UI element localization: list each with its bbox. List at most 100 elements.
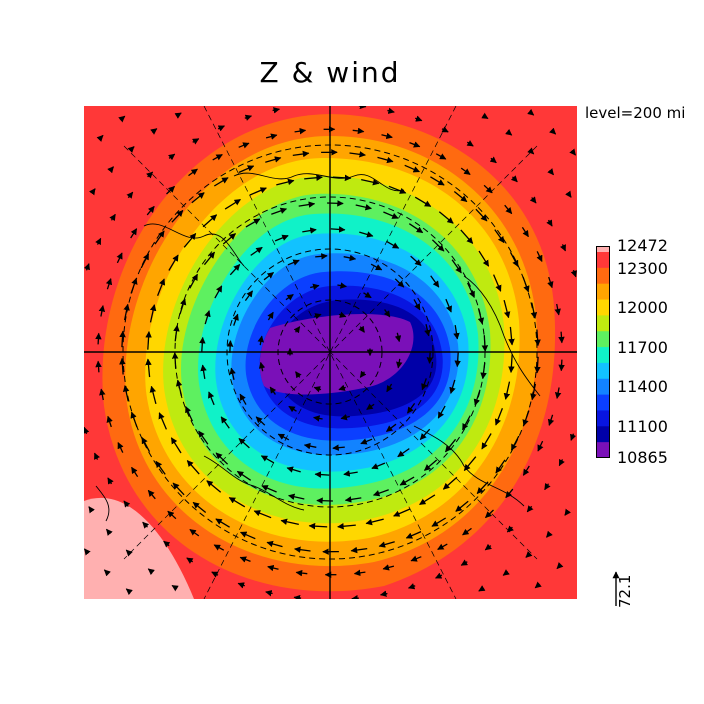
colorbar-cell	[596, 347, 610, 364]
wind-vector	[244, 114, 253, 121]
wind-vector	[107, 477, 114, 485]
wind-vector	[337, 282, 347, 289]
wind-vector	[365, 518, 384, 526]
wind-vector	[534, 581, 542, 589]
wind-vector	[360, 438, 373, 445]
wind-vector	[149, 304, 157, 323]
wind-vector	[351, 594, 359, 599]
wind-vector	[426, 351, 434, 364]
wind-vector	[106, 415, 113, 428]
wind-vector	[98, 305, 106, 317]
colorbar-label: 10865	[617, 448, 668, 467]
wind-vector	[413, 299, 421, 311]
wind-vector	[565, 190, 572, 198]
wind-vector	[267, 564, 279, 572]
wind-vector	[386, 383, 393, 393]
wind-vector	[537, 440, 544, 452]
wind-vector	[358, 106, 367, 110]
coastlines	[95, 172, 541, 522]
vector-scale-label: 72.1	[616, 574, 634, 608]
wind-vector	[220, 416, 230, 429]
wind-vector	[387, 107, 395, 114]
wind-vector	[200, 364, 207, 380]
colorbar-label: 11100	[617, 417, 668, 436]
wind-vector	[481, 112, 489, 120]
wind-vector	[294, 546, 311, 553]
wind-vector	[570, 433, 577, 441]
wind-vector	[534, 329, 541, 347]
wind-vector	[295, 371, 302, 379]
wind-vector	[89, 188, 96, 196]
wind-vector	[424, 459, 438, 471]
wind-vector	[249, 187, 267, 196]
wind-vector	[213, 544, 225, 551]
colorbar-cell	[596, 252, 610, 269]
wind-vector	[460, 559, 468, 566]
wind-vector	[359, 370, 367, 378]
wind-vector	[298, 201, 316, 208]
wind-vector	[366, 403, 375, 411]
wind-vector	[84, 426, 90, 435]
wind-vector	[116, 252, 123, 264]
wind-vector	[232, 313, 239, 326]
wind-vector	[505, 128, 513, 136]
wind-vector	[344, 496, 362, 503]
wind-vector	[188, 168, 198, 177]
wind-vector	[407, 583, 416, 590]
wind-vector	[503, 299, 511, 319]
contour-light-pink	[84, 497, 194, 599]
wind-vector	[377, 156, 394, 164]
wind-vector	[396, 358, 403, 369]
wind-vector	[95, 360, 102, 373]
wind-vector	[349, 151, 366, 158]
wind-vector	[493, 274, 502, 292]
wind-vector	[186, 460, 200, 475]
wind-vector	[481, 433, 492, 450]
wind-vector	[147, 489, 156, 500]
colorbar-label: 11400	[617, 377, 668, 396]
wind-vector	[288, 405, 297, 413]
wind-vector	[109, 213, 116, 222]
wind-vector	[149, 385, 157, 405]
wind-vector	[438, 211, 454, 224]
wind-vector	[183, 233, 197, 248]
wind-vector	[276, 178, 295, 186]
wind-vector	[394, 278, 405, 288]
wind-vector	[172, 482, 185, 496]
wind-vector	[163, 540, 171, 548]
wind-vector	[145, 331, 152, 350]
wind-vector	[150, 128, 158, 135]
wind-vector	[383, 309, 391, 318]
wind-vector	[421, 378, 428, 391]
wind-vector	[168, 153, 176, 161]
wind-vector	[265, 590, 273, 597]
wind-vector	[174, 112, 182, 119]
wind-vector	[466, 140, 474, 147]
wind-vector	[125, 588, 133, 596]
wind-vector	[414, 115, 423, 122]
wind-vector	[258, 361, 266, 372]
wind-vector	[476, 481, 489, 494]
wind-vector	[451, 259, 462, 274]
wind-vector	[449, 379, 456, 394]
wind-vector	[253, 510, 272, 519]
wind-vector	[475, 208, 488, 222]
colorbar-cell	[596, 315, 610, 332]
wind-vector	[266, 540, 283, 548]
wind-vector	[544, 482, 551, 491]
wind-vector	[338, 311, 347, 318]
wind-vector	[383, 211, 399, 219]
wind-vector	[547, 414, 555, 426]
colorbar	[596, 246, 610, 458]
wind-vector	[462, 527, 472, 536]
wind-vector	[385, 423, 397, 433]
colorbar-cell	[596, 331, 610, 348]
wind-vector	[168, 254, 179, 271]
wind-vector	[410, 555, 422, 562]
wind-vector	[556, 562, 564, 570]
wind-vector	[521, 226, 529, 238]
wind-vector	[147, 568, 155, 576]
wind-vector	[460, 229, 474, 244]
wind-vector	[186, 557, 194, 564]
wind-vector	[123, 500, 131, 508]
